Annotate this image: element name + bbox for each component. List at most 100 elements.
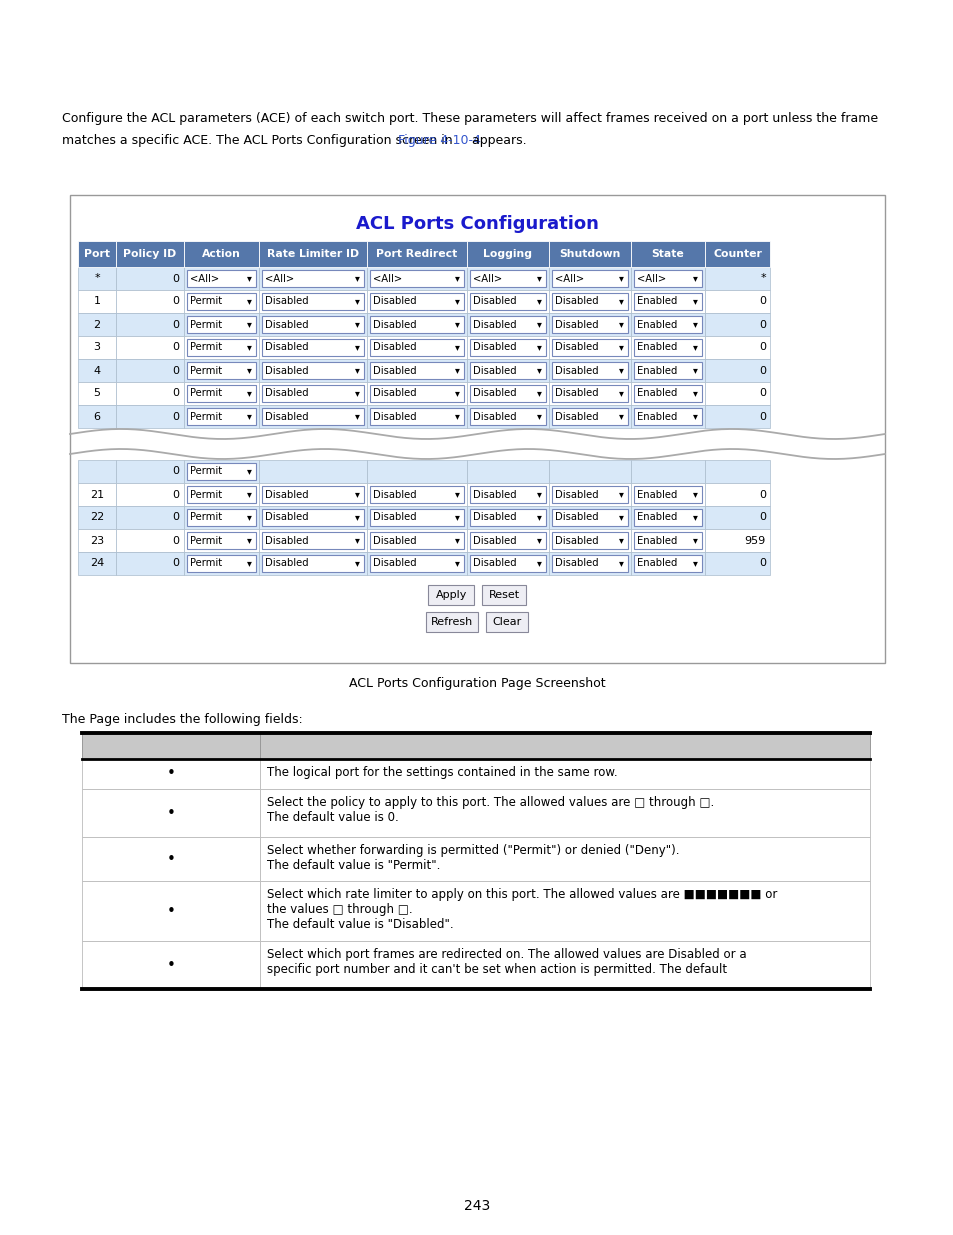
Text: Disabled: Disabled: [373, 320, 416, 330]
Bar: [552, 316, 627, 333]
Text: ▾: ▾: [455, 342, 459, 352]
Bar: [258, 405, 367, 429]
Bar: [184, 405, 258, 429]
Bar: [78, 359, 116, 382]
Text: Disabled: Disabled: [265, 411, 309, 421]
Text: Disabled: Disabled: [265, 296, 309, 306]
Bar: [426, 613, 478, 632]
Text: ▾: ▾: [692, 273, 698, 284]
Text: Enabled: Enabled: [637, 296, 677, 306]
Text: Shutdown: Shutdown: [558, 249, 620, 259]
Text: Disabled: Disabled: [373, 558, 416, 568]
Text: ▾: ▾: [247, 489, 252, 499]
Bar: [116, 312, 184, 336]
Bar: [470, 338, 545, 356]
Bar: [630, 290, 704, 312]
Bar: [367, 241, 467, 267]
Bar: [367, 552, 467, 576]
Text: Select which port frames are redirected on. The allowed values are Disabled or a: Select which port frames are redirected …: [267, 948, 746, 961]
Text: ▾: ▾: [247, 389, 252, 399]
Bar: [116, 552, 184, 576]
Bar: [634, 487, 701, 503]
Text: ▾: ▾: [692, 342, 698, 352]
Text: Disabled: Disabled: [373, 389, 416, 399]
Bar: [548, 506, 630, 529]
Text: Disabled: Disabled: [555, 389, 598, 399]
Bar: [187, 316, 255, 333]
Text: Apply: Apply: [436, 590, 467, 600]
Text: Disabled: Disabled: [555, 489, 598, 499]
Bar: [470, 293, 545, 310]
Text: Disabled: Disabled: [373, 296, 416, 306]
Text: Permit: Permit: [190, 320, 222, 330]
Bar: [184, 312, 258, 336]
Text: Disabled: Disabled: [473, 489, 517, 499]
Text: 0: 0: [759, 389, 765, 399]
Bar: [187, 293, 255, 310]
Text: 0: 0: [759, 296, 765, 306]
Bar: [552, 270, 627, 287]
Text: Disabled: Disabled: [555, 536, 598, 546]
Text: Disabled: Disabled: [473, 296, 517, 306]
Bar: [704, 267, 769, 290]
Bar: [428, 585, 474, 605]
Bar: [467, 290, 548, 312]
Text: 0: 0: [172, 296, 179, 306]
Text: Enabled: Enabled: [637, 366, 677, 375]
Text: Disabled: Disabled: [373, 411, 416, 421]
Text: Configure the ACL parameters (ACE) of each switch port. These parameters will af: Configure the ACL parameters (ACE) of ea…: [62, 112, 877, 125]
Text: ▾: ▾: [692, 366, 698, 375]
Text: ▾: ▾: [455, 389, 459, 399]
Bar: [548, 529, 630, 552]
Bar: [634, 338, 701, 356]
Text: ▾: ▾: [692, 411, 698, 421]
Bar: [184, 506, 258, 529]
Text: 21: 21: [90, 489, 104, 499]
Text: Counter: Counter: [712, 249, 761, 259]
Text: ▾: ▾: [618, 536, 623, 546]
Text: Disabled: Disabled: [373, 489, 416, 499]
Bar: [78, 336, 116, 359]
Text: ▾: ▾: [355, 513, 359, 522]
Bar: [70, 195, 884, 663]
Bar: [367, 267, 467, 290]
Bar: [470, 316, 545, 333]
Bar: [467, 267, 548, 290]
Text: Enabled: Enabled: [637, 342, 677, 352]
Text: ▾: ▾: [537, 366, 541, 375]
Bar: [116, 506, 184, 529]
Bar: [258, 312, 367, 336]
Text: Disabled: Disabled: [555, 366, 598, 375]
Bar: [630, 459, 704, 483]
Text: ▾: ▾: [355, 366, 359, 375]
Text: Policy ID: Policy ID: [123, 249, 176, 259]
Text: ▾: ▾: [455, 273, 459, 284]
Bar: [482, 585, 526, 605]
Bar: [262, 532, 364, 550]
Text: ▾: ▾: [247, 342, 252, 352]
Text: <All>: <All>: [555, 273, 583, 284]
Text: ▾: ▾: [247, 296, 252, 306]
Bar: [552, 338, 627, 356]
Bar: [467, 459, 548, 483]
Bar: [704, 241, 769, 267]
Bar: [262, 338, 364, 356]
Text: Enabled: Enabled: [637, 558, 677, 568]
Bar: [262, 555, 364, 572]
Text: Reset: Reset: [489, 590, 519, 600]
Bar: [184, 552, 258, 576]
Bar: [262, 509, 364, 526]
Bar: [467, 529, 548, 552]
Bar: [470, 532, 545, 550]
Bar: [634, 532, 701, 550]
Text: ▾: ▾: [247, 467, 252, 477]
Text: Disabled: Disabled: [555, 342, 598, 352]
Bar: [78, 506, 116, 529]
Bar: [187, 555, 255, 572]
Text: 2: 2: [93, 320, 100, 330]
Bar: [370, 555, 463, 572]
Text: ▾: ▾: [247, 366, 252, 375]
Text: *: *: [760, 273, 765, 284]
Text: *: *: [94, 273, 100, 284]
Text: Disabled: Disabled: [555, 411, 598, 421]
